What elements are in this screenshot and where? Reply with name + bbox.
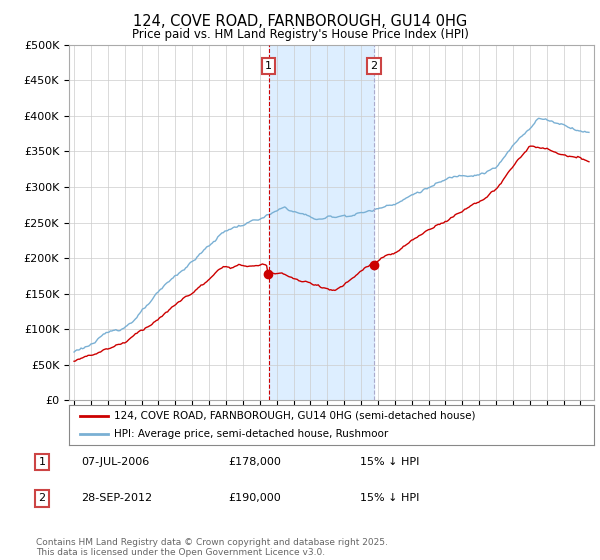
Text: Price paid vs. HM Land Registry's House Price Index (HPI): Price paid vs. HM Land Registry's House …	[131, 28, 469, 41]
Text: £190,000: £190,000	[228, 493, 281, 503]
Text: 15% ↓ HPI: 15% ↓ HPI	[360, 493, 419, 503]
Text: 07-JUL-2006: 07-JUL-2006	[81, 457, 149, 467]
Text: 1: 1	[38, 457, 46, 467]
Text: 15% ↓ HPI: 15% ↓ HPI	[360, 457, 419, 467]
Text: Contains HM Land Registry data © Crown copyright and database right 2025.
This d: Contains HM Land Registry data © Crown c…	[36, 538, 388, 557]
Text: 124, COVE ROAD, FARNBOROUGH, GU14 0HG: 124, COVE ROAD, FARNBOROUGH, GU14 0HG	[133, 14, 467, 29]
Bar	[269, 45, 374, 400]
Text: 2: 2	[370, 61, 377, 71]
Text: 124, COVE ROAD, FARNBOROUGH, GU14 0HG (semi-detached house): 124, COVE ROAD, FARNBOROUGH, GU14 0HG (s…	[113, 411, 475, 421]
Text: 2: 2	[38, 493, 46, 503]
Text: 1: 1	[265, 61, 272, 71]
Text: £178,000: £178,000	[228, 457, 281, 467]
Text: 28-SEP-2012: 28-SEP-2012	[81, 493, 152, 503]
Text: HPI: Average price, semi-detached house, Rushmoor: HPI: Average price, semi-detached house,…	[113, 430, 388, 439]
